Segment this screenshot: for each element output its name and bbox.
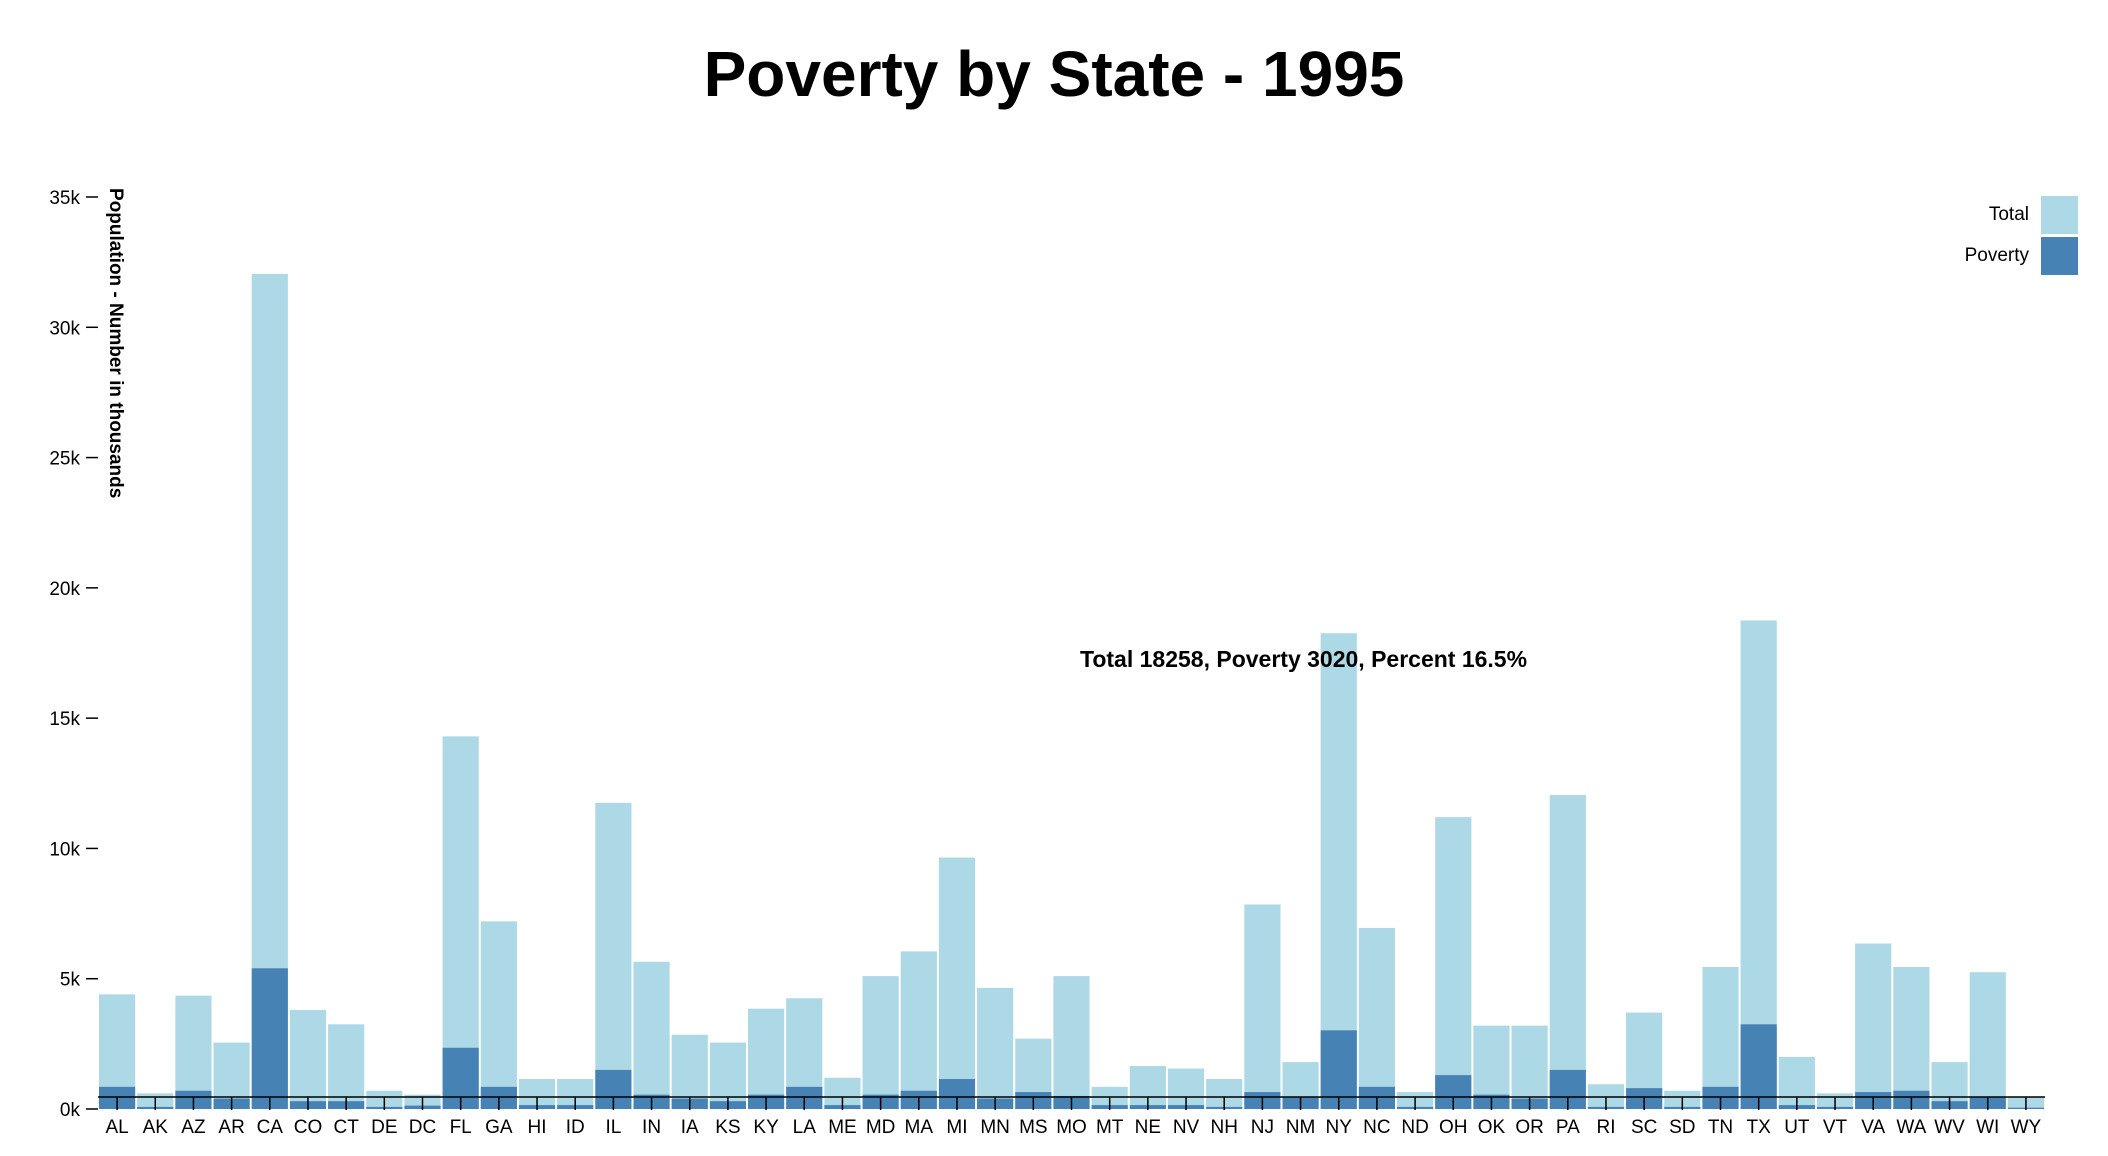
x-tick-label-ms: MS: [1019, 1117, 1048, 1138]
y-tick-label: 15k: [49, 709, 80, 730]
x-tick-label-mt: MT: [1096, 1117, 1124, 1138]
y-tick-label: 35k: [49, 188, 80, 209]
bar-total-or[interactable]: [1511, 1025, 1548, 1109]
y-axis: 0k 5k 10k 15k 20k 25k 30k 35k: [49, 188, 98, 1121]
x-tick-label-md: MD: [866, 1117, 896, 1138]
bar-total-ga[interactable]: [480, 921, 517, 1109]
y-tick-label: 30k: [49, 318, 80, 339]
x-tick-label-ca: CA: [257, 1117, 284, 1138]
x-tick-label-me: ME: [828, 1117, 857, 1138]
x-tick-label-al: AL: [105, 1117, 128, 1138]
x-tick-label-ar: AR: [218, 1117, 244, 1138]
x-tick-label-ak: AK: [143, 1117, 169, 1138]
y-tick-label: 10k: [49, 839, 80, 860]
x-tick-label-mn: MN: [980, 1117, 1010, 1138]
y-tick-label: 0k: [60, 1100, 81, 1121]
x-tick-label-ga: GA: [485, 1117, 513, 1138]
bar-total-tn[interactable]: [1702, 966, 1739, 1109]
x-tick-label-id: ID: [566, 1117, 585, 1138]
x-tick-label-ne: NE: [1135, 1117, 1161, 1138]
x-tick-label-ut: UT: [1784, 1117, 1810, 1138]
x-tick-label-wa: WA: [1896, 1117, 1926, 1138]
x-tick-label-ct: CT: [333, 1117, 359, 1138]
x-tick-label-oh: OH: [1439, 1117, 1468, 1138]
bar-total-ny[interactable]: [1320, 633, 1357, 1109]
x-tick-label-wy: WY: [2011, 1117, 2042, 1138]
y-axis-title: Population - Number in thousands: [105, 188, 126, 498]
y-tick-label: 20k: [49, 579, 80, 600]
bar-total-va[interactable]: [1855, 943, 1892, 1109]
bar-total-ct[interactable]: [328, 1024, 365, 1109]
bar-poverty-ny[interactable]: [1320, 1030, 1357, 1109]
chart-title: Poverty by State - 1995: [704, 38, 1405, 110]
legend-swatch-total: [2041, 196, 2078, 234]
bar-total-mo[interactable]: [1053, 976, 1090, 1109]
x-tick-label-nc: NC: [1363, 1117, 1390, 1138]
x-tick-label-ny: NY: [1326, 1117, 1353, 1138]
bars: [99, 273, 2044, 1110]
x-tick-label-or: OR: [1515, 1117, 1544, 1138]
x-tick-label-wv: WV: [1934, 1117, 1965, 1138]
x-tick-label-hi: HI: [528, 1117, 547, 1138]
x-tick-label-ok: OK: [1478, 1117, 1506, 1138]
legend-label-total: Total: [1989, 204, 2029, 225]
x-tick-label-fl: FL: [450, 1117, 472, 1138]
bar-total-fl[interactable]: [442, 736, 479, 1109]
legend-swatch-poverty: [2041, 237, 2078, 275]
bar-total-pa[interactable]: [1549, 795, 1586, 1109]
x-tick-label-mo: MO: [1056, 1117, 1087, 1138]
x-tick-label-in: IN: [642, 1117, 661, 1138]
x-tick-label-mi: MI: [946, 1117, 967, 1138]
bar-poverty-tx[interactable]: [1740, 1024, 1777, 1109]
x-tick-label-va: VA: [1861, 1117, 1885, 1138]
x-tick-label-sd: SD: [1669, 1117, 1695, 1138]
x-tick-label-co: CO: [294, 1117, 323, 1138]
x-tick-label-de: DE: [371, 1117, 397, 1138]
x-tick-label-ky: KY: [753, 1117, 779, 1138]
x-axis: AL AK AZ AR CA CO CT DE DC FL GA HI ID IL IN IA KS KY LA ME…: [105, 1097, 2042, 1138]
y-tick-label: 5k: [60, 970, 81, 991]
x-tick-label-pa: PA: [1556, 1117, 1580, 1138]
x-tick-label-tn: TN: [1708, 1117, 1733, 1138]
x-tick-label-nd: ND: [1401, 1117, 1428, 1138]
x-tick-label-ri: RI: [1596, 1117, 1615, 1138]
bar-total-wi[interactable]: [1969, 972, 2006, 1109]
bar-total-wa[interactable]: [1893, 966, 1930, 1109]
y-tick-label: 25k: [49, 449, 80, 470]
x-tick-label-la: LA: [793, 1117, 817, 1138]
x-tick-label-nj: NJ: [1251, 1117, 1274, 1138]
bar-total-md[interactable]: [862, 976, 899, 1109]
bar-total-mn[interactable]: [977, 987, 1014, 1109]
x-tick-label-nv: NV: [1173, 1117, 1200, 1138]
bar-total-mi[interactable]: [938, 857, 976, 1109]
hover-tooltip: Total 18258, Poverty 3020, Percent 16.5%: [1080, 646, 1527, 672]
x-tick-label-vt: VT: [1823, 1117, 1848, 1138]
bar-total-il[interactable]: [595, 802, 632, 1109]
x-tick-label-sc: SC: [1631, 1117, 1657, 1138]
bar-total-nj[interactable]: [1244, 904, 1281, 1109]
x-tick-label-nh: NH: [1210, 1117, 1237, 1138]
x-tick-label-nm: NM: [1286, 1117, 1316, 1138]
x-tick-label-ma: MA: [905, 1117, 934, 1138]
bar-total-in[interactable]: [633, 961, 670, 1109]
legend-label-poverty: Poverty: [1965, 245, 2030, 266]
x-tick-label-ia: IA: [681, 1117, 699, 1138]
x-tick-label-tx: TX: [1747, 1117, 1772, 1138]
bar-total-oh[interactable]: [1435, 817, 1472, 1109]
bar-total-ky[interactable]: [748, 1008, 785, 1109]
bar-total-az[interactable]: [175, 995, 212, 1109]
x-tick-label-il: IL: [605, 1117, 621, 1138]
x-tick-label-ks: KS: [715, 1117, 740, 1138]
x-tick-label-wi: WI: [1976, 1117, 1999, 1138]
x-tick-label-dc: DC: [409, 1117, 436, 1138]
bar-total-nc[interactable]: [1358, 927, 1395, 1109]
bar-poverty-ca[interactable]: [251, 968, 288, 1109]
legend: Total Poverty: [1965, 196, 2078, 275]
bar-total-co[interactable]: [289, 1009, 327, 1109]
bar-total-ma[interactable]: [900, 951, 937, 1109]
x-tick-label-az: AZ: [181, 1117, 206, 1138]
